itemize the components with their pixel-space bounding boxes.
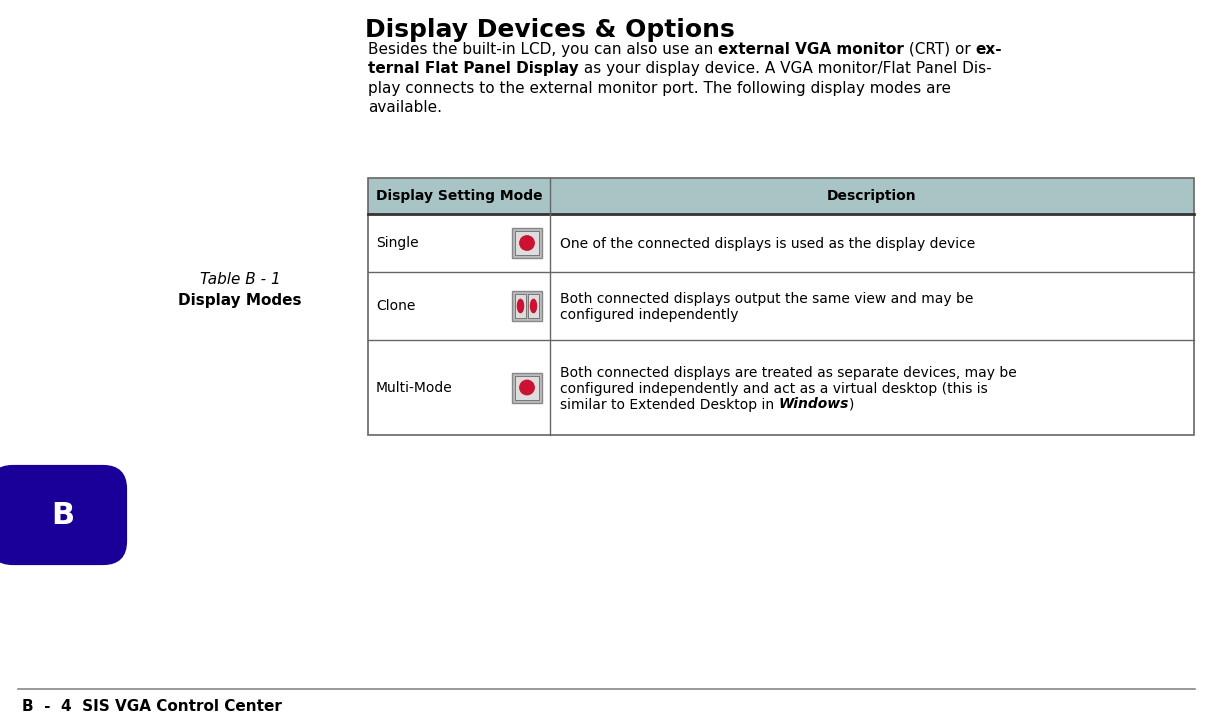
Text: as your display device. A VGA monitor/Flat Panel Dis-: as your display device. A VGA monitor/Fl… xyxy=(579,61,992,77)
Text: ex-: ex- xyxy=(976,42,1003,57)
Text: configured independently and act as a virtual desktop (this is: configured independently and act as a vi… xyxy=(559,382,988,395)
Text: (CRT) or: (CRT) or xyxy=(903,42,976,57)
Text: Display Setting Mode: Display Setting Mode xyxy=(375,189,543,203)
Bar xyxy=(528,294,539,318)
Text: Display Modes: Display Modes xyxy=(178,292,302,307)
Text: B  -  4  SIS VGA Control Center: B - 4 SIS VGA Control Center xyxy=(22,699,282,714)
Text: similar to Extended Desktop in: similar to Extended Desktop in xyxy=(559,398,779,412)
Ellipse shape xyxy=(520,380,534,395)
Bar xyxy=(515,375,539,400)
Text: B: B xyxy=(51,500,74,530)
Bar xyxy=(368,178,1194,435)
Text: ): ) xyxy=(849,398,854,412)
Ellipse shape xyxy=(530,300,536,312)
Text: available.: available. xyxy=(368,101,442,116)
Text: Both connected displays are treated as separate devices, may be: Both connected displays are treated as s… xyxy=(559,365,1017,380)
Text: Besides the built-in LCD, you can also use an: Besides the built-in LCD, you can also u… xyxy=(368,42,718,57)
Bar xyxy=(368,178,1194,214)
Text: Multi-Mode: Multi-Mode xyxy=(375,380,453,395)
Bar xyxy=(512,373,543,403)
Text: Description: Description xyxy=(827,189,917,203)
Bar xyxy=(512,228,543,258)
Bar xyxy=(512,291,543,321)
Text: Windows: Windows xyxy=(779,398,849,412)
Text: configured independently: configured independently xyxy=(559,308,739,322)
Bar xyxy=(515,294,526,318)
Bar xyxy=(515,231,539,255)
Ellipse shape xyxy=(520,236,534,250)
FancyBboxPatch shape xyxy=(0,465,126,564)
Ellipse shape xyxy=(517,300,523,312)
Text: Display Devices & Options: Display Devices & Options xyxy=(365,18,735,42)
Text: Both connected displays output the same view and may be: Both connected displays output the same … xyxy=(559,292,974,306)
Text: ternal Flat Panel Display: ternal Flat Panel Display xyxy=(368,61,579,77)
Text: Single: Single xyxy=(375,236,419,250)
Text: Table B - 1: Table B - 1 xyxy=(200,272,281,287)
Text: play connects to the external monitor port. The following display modes are: play connects to the external monitor po… xyxy=(368,81,951,96)
Text: One of the connected displays is used as the display device: One of the connected displays is used as… xyxy=(559,237,975,251)
Text: external VGA monitor: external VGA monitor xyxy=(718,42,903,57)
Text: Clone: Clone xyxy=(375,299,415,313)
